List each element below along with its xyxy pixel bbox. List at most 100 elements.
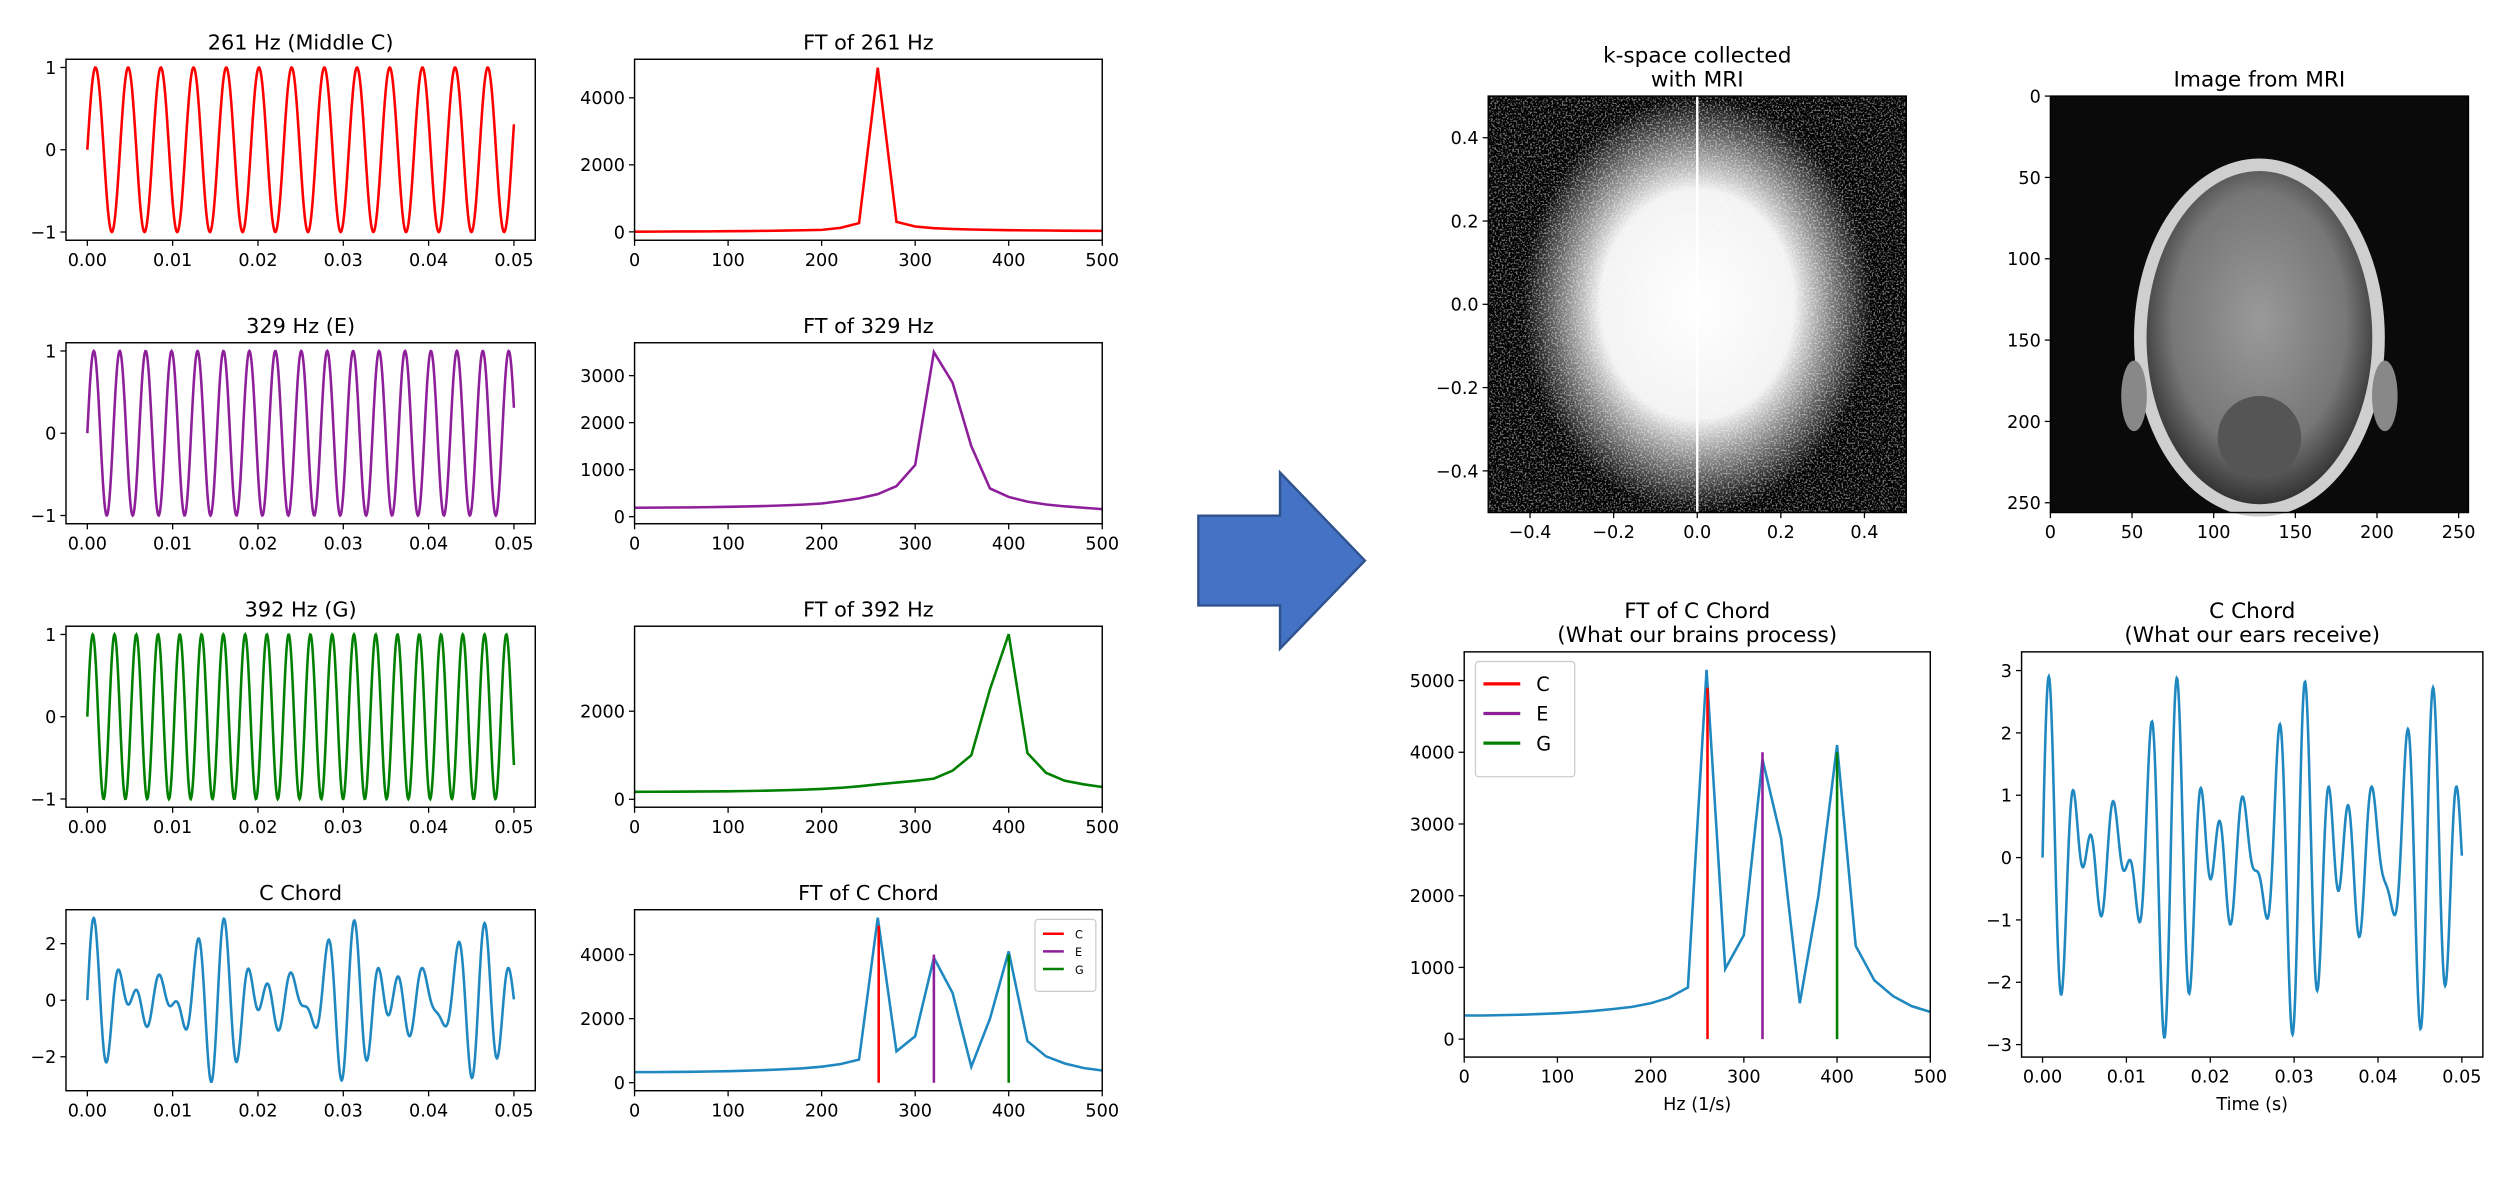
x-tick-label: 0 (2045, 523, 2056, 543)
chart-title: 261 Hz (Middle C) (208, 31, 394, 55)
chart-title: k-space collected with MRI (1603, 43, 1791, 92)
x-tick-label: 500 (1085, 534, 1119, 554)
chart-5: FT of 392 Hz 0 100 200 300 400 500 0 2000 (580, 598, 1119, 838)
x-tick-label: 200 (2360, 523, 2394, 543)
x-tick-label: 100 (711, 818, 745, 838)
x-tick-label: 100 (711, 534, 745, 554)
x-tick-label: 0.00 (68, 1101, 107, 1121)
y-tick-label: 1 (45, 342, 56, 362)
x-tick-label: 0.05 (494, 818, 533, 838)
series-line-0 (86, 65, 516, 234)
x-tick-label: 0.04 (409, 818, 448, 838)
y-tick-label: 3000 (1410, 815, 1455, 835)
x-tick-label: 0.00 (68, 818, 107, 838)
y-tick-label: −3 (1986, 1036, 2012, 1056)
x-tick-label: 0.01 (153, 1101, 192, 1121)
chart-title: FT of C Chord (What our brains process) (1557, 599, 1837, 648)
chart-title: FT of 392 Hz (803, 598, 934, 622)
y-tick-label: 4000 (580, 89, 625, 109)
chart-7: FT of C Chord 0 100 200 300 400 500 0 2000 4000 CE… (580, 881, 1119, 1121)
chart-3: FT of 329 Hz 0 100 200 300 400 500 0 1000 2000 300… (580, 314, 1119, 554)
axes-frame (633, 625, 1103, 808)
legend-label-E: E (1075, 946, 1082, 959)
axes-frame (633, 342, 1103, 525)
legend-label-C: C (1075, 929, 1083, 942)
y-tick-label: 0 (2001, 849, 2012, 869)
x-tick-label: 250 (2442, 523, 2476, 543)
y-tick-label: 0 (614, 508, 625, 528)
y-tick-label: 0 (614, 223, 625, 243)
y-tick-label: 3 (2001, 662, 2012, 682)
chart-0: 261 Hz (Middle C) 0.00 0.01 0.02 0.03 0.04 0.0… (30, 31, 536, 271)
axes-frame (1463, 651, 1932, 1058)
x-axis-label: Time (s) (2215, 1095, 2288, 1115)
chart-4: 392 Hz (G) 0.00 0.01 0.02 0.03 0.04 0.05 −1 0 1 (30, 598, 536, 838)
legend-label-G: G (1075, 964, 1084, 977)
x-tick-label: 400 (992, 1101, 1026, 1121)
x-tick-label: 0.0 (1683, 523, 1711, 543)
x-tick-label: 0.04 (409, 1101, 448, 1121)
x-tick-label: 500 (1913, 1068, 1947, 1088)
x-tick-label: 0.04 (409, 534, 448, 554)
x-tick-label: 400 (1820, 1068, 1854, 1088)
mri-ear-left (2121, 360, 2147, 432)
x-tick-label: 0.01 (153, 818, 192, 838)
series-line-0 (634, 633, 1103, 794)
legend (1474, 660, 1576, 778)
y-tick-label: 4000 (1410, 744, 1455, 764)
y-tick-label: −1 (30, 507, 56, 527)
x-tick-label: 0.02 (2191, 1068, 2230, 1088)
x-tick-label: 0.02 (238, 1101, 277, 1121)
x-tick-label: −0.4 (1509, 523, 1552, 543)
axes-frame (633, 58, 1103, 241)
x-tick-label: 0.00 (68, 251, 107, 271)
chart-title: 329 Hz (E) (246, 314, 355, 338)
x-tick-label: 0.04 (409, 251, 448, 271)
x-tick-label: 50 (2121, 523, 2143, 543)
y-tick-label: 4000 (580, 946, 625, 966)
y-tick-label: 0 (45, 141, 56, 161)
chart-6: C Chord 0.00 0.01 0.02 0.03 0.04 0.05 −2 0 2 (30, 881, 536, 1121)
series-line-0 (86, 348, 516, 518)
x-tick-label: 0.02 (238, 251, 277, 271)
x-tick-label: 0.02 (238, 818, 277, 838)
chart-title: FT of 329 Hz (803, 314, 934, 338)
series-line-0 (634, 67, 1103, 233)
y-tick-label: 2000 (580, 156, 625, 176)
y-tick-label: −0.4 (1436, 462, 1479, 482)
x-tick-label: 0.04 (2358, 1068, 2397, 1088)
x-tick-label: 100 (711, 251, 745, 271)
axes-frame (633, 909, 1103, 1092)
y-tick-label: 1 (45, 626, 56, 646)
y-tick-label: 0 (1443, 1031, 1454, 1051)
mri-brain (2146, 171, 2373, 505)
y-tick-label: 50 (2018, 169, 2040, 189)
x-tick-label: 0.03 (324, 1101, 363, 1121)
legend-label-E: E (1536, 703, 1548, 726)
x-tick-label: 0.02 (238, 534, 277, 554)
x-tick-label: 300 (898, 818, 932, 838)
x-tick-label: 400 (992, 251, 1026, 271)
x-tick-label: 300 (898, 1101, 932, 1121)
chart-title: C Chord (What our ears receive) (2124, 599, 2380, 648)
x-tick-label: 0.03 (2275, 1068, 2314, 1088)
x-tick-label: 0 (629, 818, 640, 838)
x-tick-label: 200 (805, 251, 839, 271)
x-tick-label: 200 (805, 818, 839, 838)
x-tick-label: 300 (898, 251, 932, 271)
chart-1: FT of 261 Hz 0 100 200 300 400 500 0 2000 4000 (580, 31, 1119, 271)
y-tick-label: −1 (30, 223, 56, 243)
y-tick-label: 100 (2007, 250, 2041, 270)
y-tick-label: 150 (2007, 332, 2041, 352)
y-tick-label: −2 (1986, 974, 2012, 994)
y-tick-label: 0.0 (1451, 296, 1479, 316)
y-tick-label: 3000 (580, 367, 625, 387)
x-tick-label: 0 (1459, 1068, 1470, 1088)
x-tick-label: 200 (805, 534, 839, 554)
x-tick-label: 0.2 (1767, 523, 1795, 543)
x-tick-label: 150 (2279, 523, 2313, 543)
y-tick-label: 200 (2007, 413, 2041, 433)
y-tick-label: 1 (2001, 787, 2012, 807)
x-tick-label: 0.01 (153, 534, 192, 554)
